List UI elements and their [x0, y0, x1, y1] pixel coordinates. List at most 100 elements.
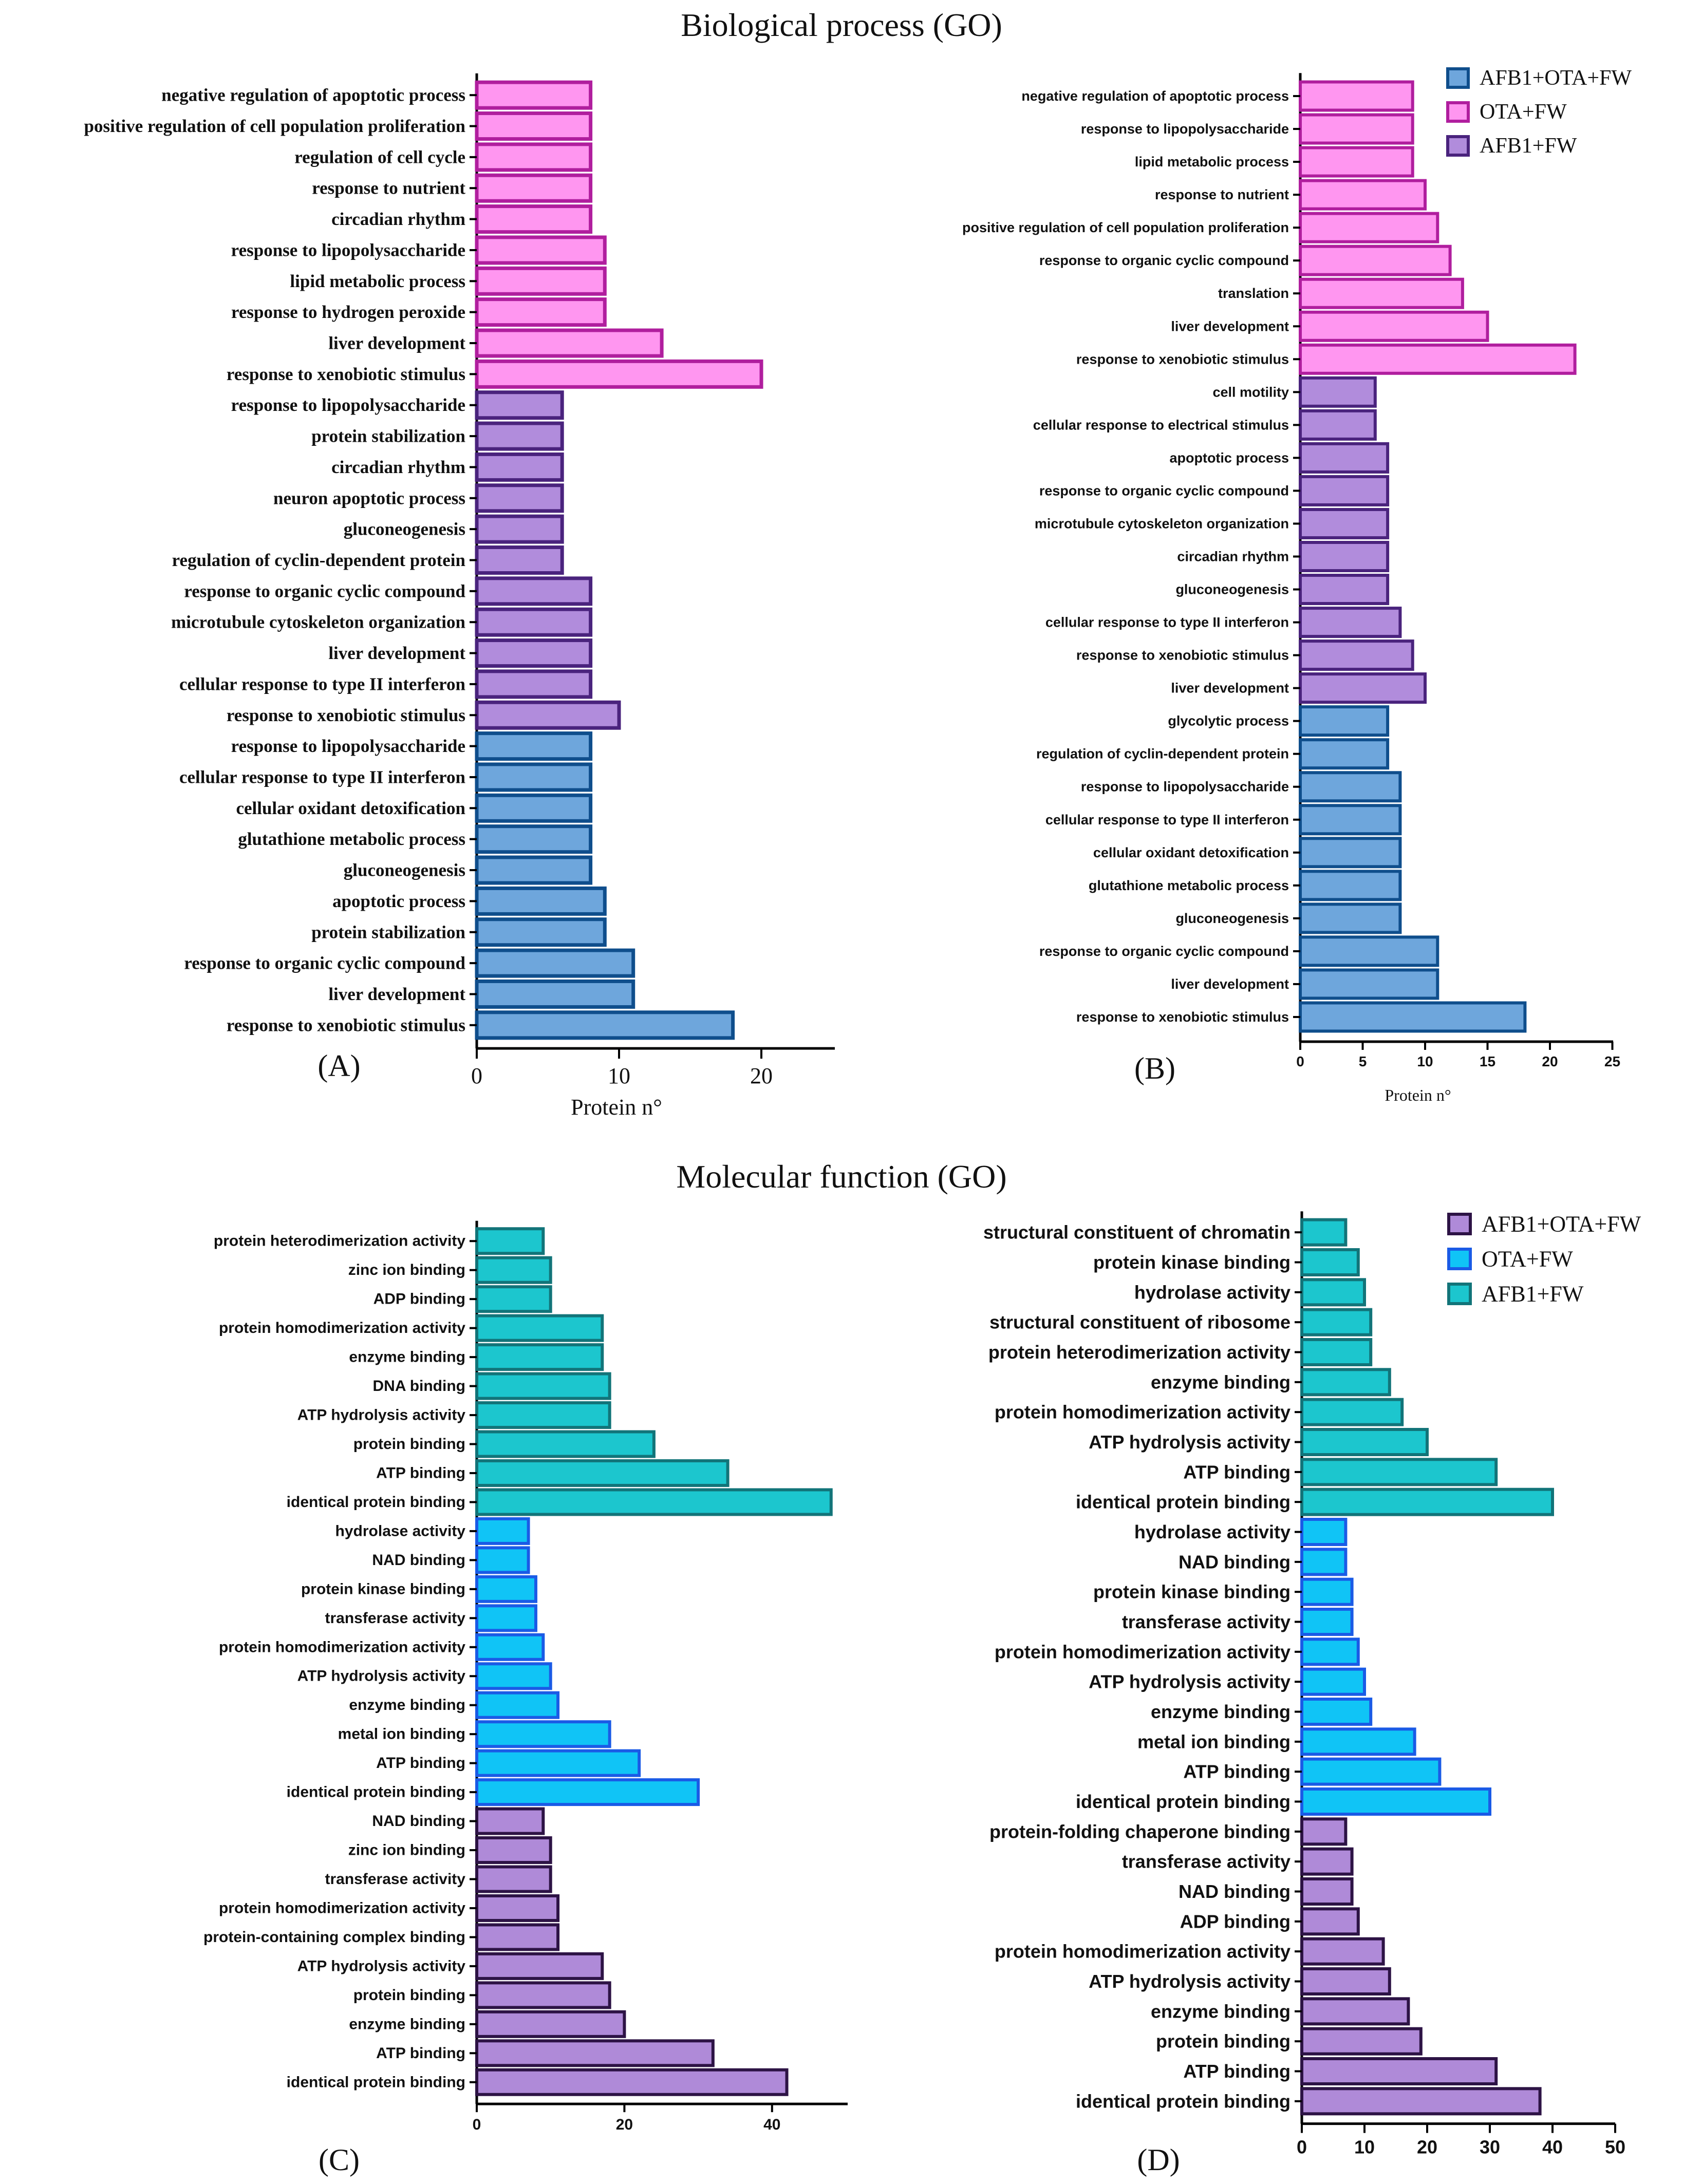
- bar: [475, 452, 564, 482]
- bar: [1300, 1458, 1498, 1486]
- category-label: ATP hydrolysis activity: [297, 1407, 466, 1424]
- x-tick-label: 0: [1296, 1053, 1304, 1069]
- category-label: ATP hydrolysis activity: [297, 1668, 466, 1685]
- bar: [1299, 935, 1439, 967]
- category-label: transferase activity: [325, 1610, 466, 1627]
- bar: [1299, 442, 1390, 474]
- bar: [1299, 771, 1402, 803]
- x-tick-label: 30: [1480, 2137, 1500, 2158]
- bar: [1300, 1488, 1554, 1516]
- category-label: protein heterodimerization activity: [214, 1233, 465, 1250]
- category-label: cellular oxidant detoxification: [236, 798, 465, 818]
- category-label: protein homodimerization activity: [995, 1402, 1291, 1423]
- category-label: hydrolase activity: [1134, 1282, 1291, 1303]
- category-label: identical protein binding: [1076, 1492, 1291, 1513]
- bar: [1300, 1218, 1348, 1247]
- category-label: response to xenobiotic stimulus: [1076, 648, 1289, 663]
- category-label: response to lipopolysaccharide: [231, 736, 465, 756]
- bar: [475, 1343, 604, 1371]
- category-label: structural constituent of chromatin: [983, 1222, 1291, 1243]
- x-axis-title: Protein n°: [571, 1095, 662, 1120]
- bar: [475, 1488, 833, 1516]
- category-label: enzyme binding: [1151, 1701, 1291, 1722]
- category-label: response to lipopolysaccharide: [1081, 779, 1289, 795]
- bar: [1300, 1907, 1360, 1936]
- category-label: response to xenobiotic stimulus: [227, 1015, 465, 1035]
- bar: [1300, 1698, 1373, 1726]
- category-label: protein-containing complex binding: [203, 1929, 465, 1946]
- category-label: protein binding: [353, 1436, 465, 1453]
- bar: [1299, 738, 1390, 770]
- category-label: glutathione metabolic process: [1089, 878, 1289, 893]
- bar: [475, 390, 564, 420]
- bar: [475, 638, 593, 668]
- bar: [1300, 1877, 1354, 1906]
- x-tick-label: 10: [1354, 2137, 1375, 2158]
- category-label: ATP binding: [376, 1464, 465, 1481]
- category-label: NAD binding: [372, 1813, 465, 1830]
- bar: [475, 266, 607, 296]
- bar: [475, 1981, 611, 2009]
- biological-process-title: Biological process (GO): [681, 7, 1002, 43]
- category-label: negative regulation of apoptotic process: [1021, 88, 1289, 104]
- x-tick-label: 5: [1359, 1053, 1367, 1069]
- category-label: response to lipopolysaccharide: [231, 395, 465, 415]
- bar: [1299, 179, 1427, 211]
- category-label: circadian rhythm: [1177, 549, 1289, 564]
- category-label: negative regulation of apoptotic process: [161, 85, 465, 105]
- bar: [475, 1952, 604, 1980]
- bar: [475, 235, 607, 265]
- bar: [475, 1372, 611, 1400]
- bar: [1300, 1308, 1373, 1336]
- category-label: apoptotic process: [1169, 450, 1289, 465]
- bar: [1300, 1248, 1360, 1276]
- bar: [1299, 507, 1390, 539]
- category-label: response to xenobiotic stimulus: [1076, 351, 1289, 367]
- category-label: microtubule cytoskeleton organization: [1035, 516, 1289, 531]
- bar: [1299, 607, 1402, 638]
- bar: [475, 359, 763, 389]
- category-label: translation: [1218, 286, 1289, 301]
- bar: [1300, 2087, 1542, 2116]
- bar: [1300, 2057, 1498, 2085]
- x-axis-title: Protein n°: [1385, 1086, 1451, 1104]
- bar: [475, 793, 593, 823]
- category-label: NAD binding: [372, 1552, 465, 1569]
- bar: [475, 1807, 545, 1835]
- category-label: gluconeogenesis: [1175, 911, 1289, 926]
- x-tick-label: 10: [1417, 1053, 1433, 1069]
- bar: [475, 545, 564, 575]
- bar: [1300, 1727, 1416, 1756]
- bar: [1299, 1001, 1527, 1033]
- legend-swatch: [1446, 135, 1470, 157]
- category-label: response to organic cyclic compound: [1039, 253, 1289, 268]
- bar: [475, 1256, 552, 1284]
- x-tick-label: 40: [1542, 2137, 1563, 2158]
- bar: [475, 1314, 604, 1342]
- category-label: cellular oxidant detoxification: [1093, 845, 1289, 860]
- bar: [475, 1923, 560, 1951]
- legend-label: OTA+FW: [1482, 1247, 1573, 1272]
- bar: [1300, 1428, 1429, 1456]
- bar: [475, 1691, 560, 1719]
- bar: [1300, 1278, 1366, 1307]
- panel-c-chart: protein heterodimerization activity zinc …: [203, 1220, 848, 2177]
- category-label: metal ion binding: [1137, 1731, 1291, 1752]
- panel-label: (C): [319, 2143, 360, 2177]
- category-label: response to nutrient: [1155, 187, 1289, 202]
- bar: [475, 1401, 611, 1429]
- category-label: response to organic cyclic compound: [1039, 944, 1289, 959]
- category-label: ATP binding: [376, 2045, 465, 2062]
- category-label: protein homodimerization activity: [995, 1641, 1291, 1662]
- category-label: protein stabilization: [311, 426, 465, 446]
- category-label: regulation of cyclin-dependent protein: [1036, 746, 1289, 762]
- bar: [475, 204, 593, 234]
- bar: [1299, 837, 1402, 869]
- bar: [475, 917, 607, 947]
- category-label: gluconeogenesis: [344, 860, 465, 880]
- category-label: neuron apoptotic process: [273, 488, 465, 508]
- category-label: enzyme binding: [1151, 1371, 1291, 1392]
- bar: [1300, 1967, 1391, 1995]
- category-label: identical protein binding: [287, 1784, 465, 1801]
- bar: [475, 1894, 560, 1922]
